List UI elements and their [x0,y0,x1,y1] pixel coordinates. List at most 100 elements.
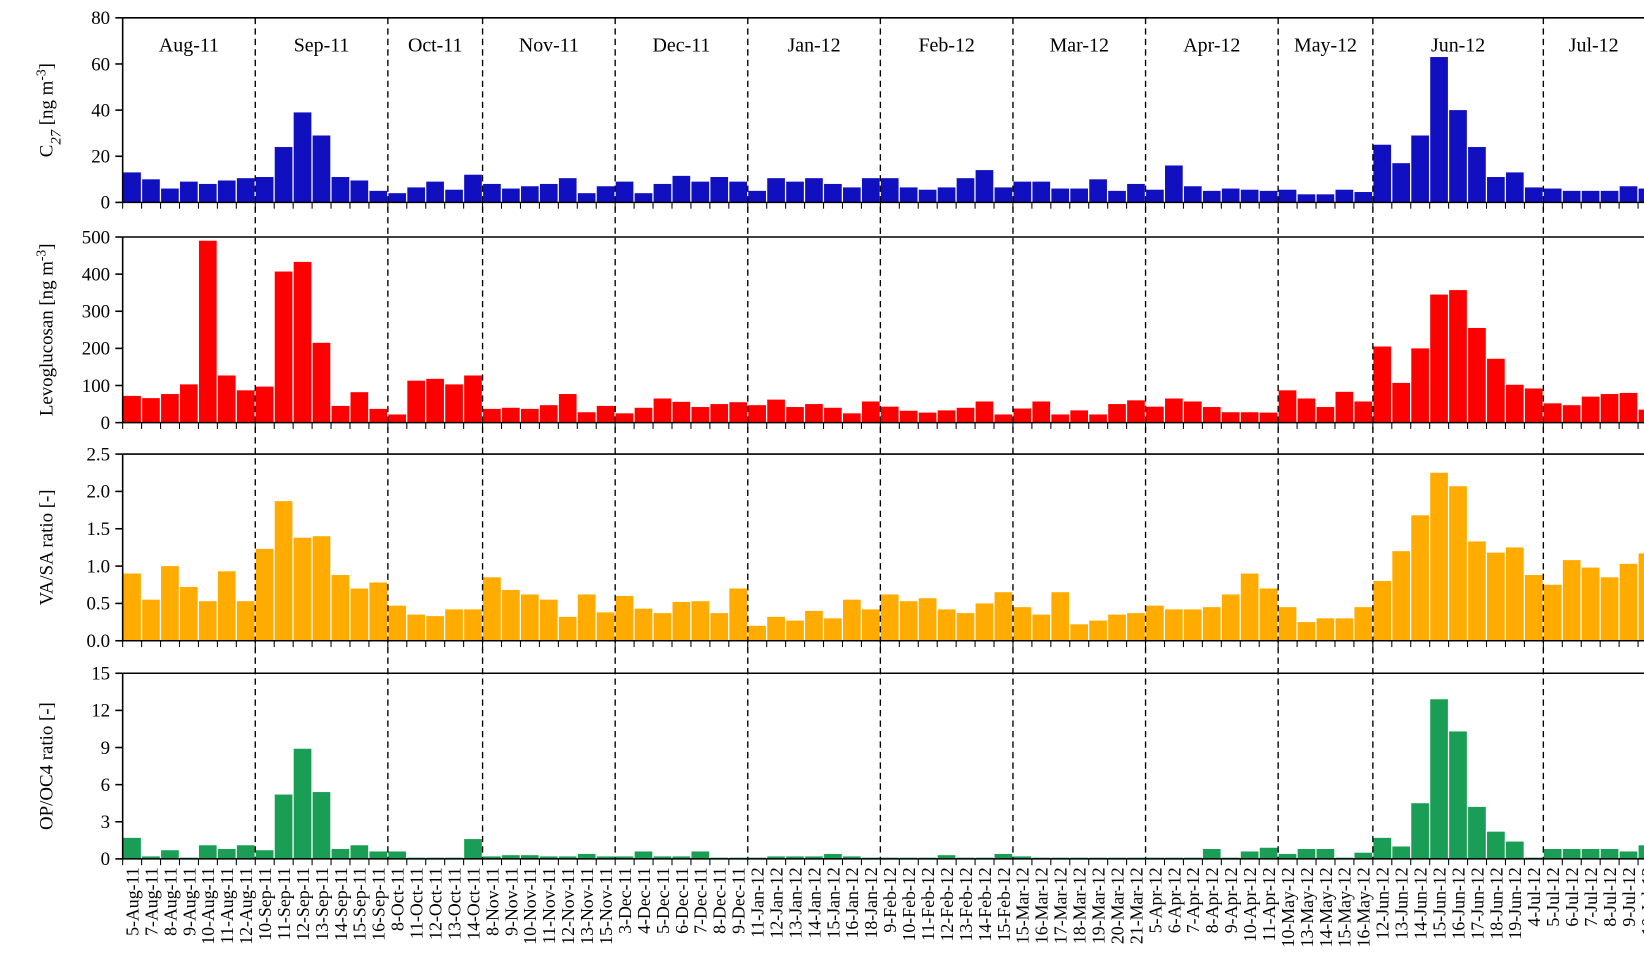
bar [994,187,1013,203]
y-tick-label: 1.0 [87,556,111,577]
bar [520,186,539,203]
bar [956,178,975,203]
bar [577,193,596,203]
x-tick-label: 8-Dec-11 [710,867,730,934]
bar [1543,848,1562,859]
bar [464,609,482,641]
bar [1165,398,1183,423]
bar [123,395,141,423]
x-tick-label: 19-Jun-12 [1505,867,1525,939]
bar [1221,188,1240,203]
bar [880,406,899,423]
bar [937,187,956,203]
x-tick-label: 13-Feb-12 [956,867,976,941]
bar [1505,547,1524,641]
bar [767,856,785,859]
bar [729,181,748,203]
bar [502,589,520,641]
x-tick-label: 19-Mar-12 [1088,867,1108,944]
bar [1524,388,1543,423]
bar [142,398,160,423]
x-tick-label: 12-Sep-11 [293,867,313,941]
bar [236,390,255,423]
bar [1354,401,1373,423]
x-tick-label: 5-Jul-12 [1543,867,1563,926]
bar [634,193,653,203]
bar [1487,177,1505,203]
bar [236,601,255,641]
bar [1373,144,1392,203]
bar [824,853,842,859]
x-tick-label: 5-Aug-11 [122,867,142,936]
bar [1127,613,1145,641]
bar [577,594,596,641]
bar [388,193,407,203]
bar [312,536,331,641]
bar [1581,396,1600,423]
bar [1600,394,1619,423]
bar [918,189,937,203]
y-tick-label: 12 [91,701,110,722]
bar [615,856,634,859]
x-tick-label: 11-Oct-11 [407,867,427,939]
bar [1202,190,1221,203]
y-axis-label: OP/OC4 ratio [-] [36,702,57,830]
bar [824,618,842,641]
bar [1297,398,1316,423]
bar [161,394,179,423]
month-label: Jan-12 [788,34,841,56]
bar [1278,607,1297,641]
bar [1505,841,1524,859]
y-tick-label: 0.5 [87,594,111,615]
bar [691,407,710,423]
month-label: Aug-11 [159,34,219,56]
x-tick-label: 7-Dec-11 [691,867,711,934]
bar [899,187,918,203]
bar [369,582,388,641]
bar [596,856,615,859]
bar [843,599,861,641]
x-tick-label: 9-Jul-12 [1619,867,1639,926]
bar [407,380,426,423]
y-tick-label: 15 [91,664,110,685]
bar [1240,573,1259,641]
bar [615,181,634,203]
bar [255,177,274,203]
bar [1562,190,1581,203]
x-tick-label: 10-Apr-12 [1240,867,1260,942]
bar [1354,852,1373,859]
bar [1581,190,1600,203]
bar [520,855,539,859]
bar [142,599,160,641]
bar [445,189,463,203]
x-tick-label: 11-Aug-11 [217,867,237,944]
bar [464,839,482,859]
bar [1373,837,1392,859]
bar [1487,358,1505,423]
x-tick-label: 21-Mar-12 [1126,867,1146,944]
x-tick-label: 7-Jul-12 [1581,867,1601,926]
bar [1562,405,1581,423]
x-tick-label: 15-Jun-12 [1429,867,1449,939]
bar [1089,620,1107,641]
bar [236,845,255,859]
bar [558,178,577,203]
x-tick-label: 13-Sep-11 [312,867,332,941]
bar [1108,190,1126,203]
bar [1373,346,1392,423]
y-tick-label: 100 [82,376,110,397]
month-label: Feb-12 [918,34,974,56]
bar [1278,390,1297,423]
bar [426,616,444,641]
bar [1430,699,1448,859]
bar [748,405,766,423]
bar [217,180,236,203]
y-axis-label: VA/SA ratio [-] [36,489,57,605]
y-axis-label-part: OP/OC4 ratio [-] [36,702,57,830]
bar [786,620,804,641]
x-tick-label: 10-Feb-12 [899,867,919,941]
y-axis-label-part: VA/SA ratio [-] [36,489,57,605]
bar [274,794,293,859]
y-axis-label-part: -3 [33,250,48,262]
bar [956,407,975,423]
